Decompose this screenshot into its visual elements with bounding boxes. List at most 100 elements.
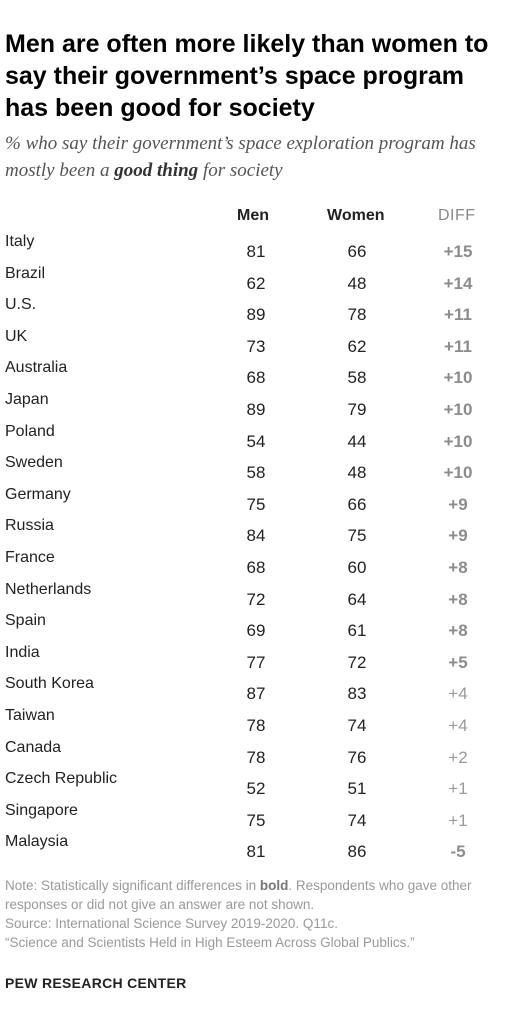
- men-value: 62: [246, 273, 266, 293]
- data-table: Italy 81 66 +15 Brazil 62 48 +14 U.S. 89 78 +11 UK 73…: [0, 233, 513, 863]
- men-value: 84: [246, 526, 266, 546]
- country-label: Germany: [5, 485, 71, 503]
- men-value: 78: [246, 716, 266, 735]
- men-value: 68: [246, 558, 266, 577]
- men-value: 89: [246, 305, 266, 325]
- men-value: 69: [246, 621, 266, 641]
- country-label: Brazil: [5, 264, 46, 282]
- column-header-women: Women: [327, 207, 385, 224]
- men-value: 52: [246, 779, 266, 799]
- women-value: 76: [347, 747, 367, 767]
- subtitle-text-end: for society: [198, 160, 283, 181]
- table-row: Canada 78 76 +2: [0, 739, 513, 769]
- men-value: 68: [246, 368, 266, 388]
- country-label: India: [5, 643, 40, 661]
- chart-note: Note: Statistically significant differen…: [5, 876, 510, 952]
- diff-value: +8: [448, 589, 468, 609]
- country-label: UK: [5, 327, 28, 345]
- note-rest: . Respondents who gave other responses o…: [5, 878, 472, 912]
- chart-title: Men are often more likely than women to …: [5, 30, 489, 122]
- women-value: 79: [347, 400, 367, 419]
- women-value: 58: [347, 368, 367, 388]
- country-label: Sweden: [5, 454, 63, 472]
- table-row: Czech Republic 52 51 +1: [0, 770, 513, 800]
- women-value: 74: [347, 716, 367, 735]
- women-value: 66: [347, 242, 367, 261]
- diff-value: +4: [448, 684, 468, 704]
- table-row: Malaysia 81 86 -5: [0, 833, 513, 863]
- table-row: Netherlands 72 64 +8: [0, 581, 513, 611]
- table-row: Singapore 75 74 +1: [0, 802, 513, 832]
- men-value: 58: [246, 463, 266, 483]
- brand-logo-text: PEW RESEARCH CENTER: [5, 975, 187, 991]
- table-row: India 77 72 +5: [0, 644, 513, 674]
- note-prefix: Note: Statistically significant differen…: [5, 878, 260, 893]
- women-value: 75: [347, 526, 367, 546]
- country-label: Japan: [5, 391, 49, 408]
- country-label: South Korea: [5, 675, 94, 693]
- diff-value: +14: [443, 273, 473, 293]
- chart-subtitle: % who say their government’s space explo…: [5, 130, 505, 184]
- diff-value: +10: [443, 368, 473, 388]
- column-header-diff: DIFF: [438, 207, 476, 224]
- country-label: Netherlands: [5, 580, 92, 598]
- men-value: 75: [246, 494, 266, 514]
- diff-value: +8: [448, 558, 468, 577]
- diff-value: +15: [443, 242, 473, 261]
- note-report: “Science and Scientists Held in High Est…: [5, 935, 415, 950]
- country-label: U.S.: [5, 296, 37, 314]
- table-row: Australia 68 58 +10: [0, 359, 513, 389]
- country-label: France: [5, 549, 55, 566]
- women-value: 66: [347, 494, 367, 514]
- country-label: Malaysia: [5, 833, 69, 851]
- table-row: Germany 75 66 +9: [0, 486, 513, 516]
- women-value: 62: [347, 336, 367, 356]
- women-value: 83: [347, 684, 367, 704]
- subtitle-text: % who say their government’s space explo…: [5, 133, 476, 181]
- country-label: Australia: [5, 359, 68, 377]
- diff-value: -5: [450, 842, 466, 862]
- diff-value: +1: [448, 810, 468, 830]
- diff-value: +2: [448, 747, 468, 767]
- women-value: 61: [347, 621, 367, 641]
- women-value: 72: [347, 652, 367, 672]
- women-value: 74: [347, 810, 367, 830]
- women-value: 51: [347, 779, 367, 799]
- table-row: Sweden 58 48 +10: [0, 454, 513, 484]
- diff-value: +11: [444, 336, 472, 356]
- diff-value: +9: [448, 526, 468, 546]
- diff-value: +5: [448, 652, 468, 672]
- men-value: 73: [246, 336, 266, 356]
- men-value: 81: [246, 242, 266, 261]
- country-label: Canada: [5, 738, 62, 756]
- women-value: 44: [347, 431, 367, 451]
- table-row: Brazil 62 48 +14: [0, 265, 513, 295]
- table-row: Spain 69 61 +8: [0, 612, 513, 642]
- table-row: Italy 81 66 +15: [0, 233, 513, 263]
- country-label: Italy: [5, 233, 35, 250]
- country-label: Poland: [5, 422, 55, 440]
- diff-value: +8: [448, 621, 468, 641]
- note-bold: bold: [259, 878, 289, 893]
- subtitle-emphasis: good thing: [114, 160, 199, 181]
- diff-value: +10: [443, 431, 473, 451]
- table-row: South Korea 87 83 +4: [0, 675, 513, 705]
- diff-value: +4: [448, 716, 468, 735]
- table-row: France 68 60 +8: [0, 549, 513, 579]
- men-value: 87: [246, 684, 266, 704]
- diff-value: +10: [443, 400, 473, 419]
- table-row: Russia 84 75 +9: [0, 517, 513, 547]
- country-label: Taiwan: [5, 707, 55, 724]
- diff-value: +9: [448, 494, 468, 514]
- table-row: UK 73 62 +11: [0, 328, 513, 358]
- diff-value: +11: [444, 305, 472, 325]
- table-row: Taiwan 78 74 +4: [0, 707, 513, 737]
- column-header-men: Men: [237, 207, 269, 224]
- women-value: 48: [347, 273, 367, 293]
- men-value: 89: [246, 400, 266, 419]
- table-row: U.S. 89 78 +11: [0, 296, 513, 326]
- diff-value: +10: [443, 463, 473, 483]
- women-value: 60: [347, 558, 367, 577]
- diff-value: +1: [448, 779, 468, 799]
- men-value: 72: [246, 589, 266, 609]
